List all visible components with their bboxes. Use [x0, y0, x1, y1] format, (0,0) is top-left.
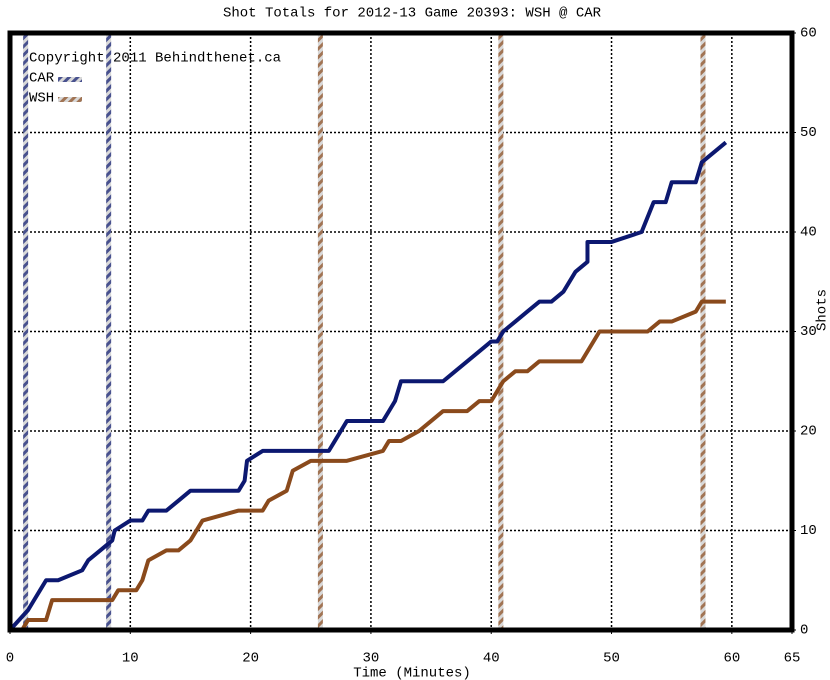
x-tick-label: 60 [723, 651, 740, 667]
goal-marker [498, 33, 504, 630]
goal-marker [700, 33, 706, 630]
y-tick-label: 30 [800, 324, 817, 340]
plot-frame [7, 30, 795, 633]
series-line [8, 140, 728, 632]
chart-title: Shot Totals for 2012-13 Game 20393: WSH … [223, 6, 602, 22]
y-tick-label: 0 [800, 623, 808, 639]
x-axis-label: Time (Minutes) [353, 666, 471, 680]
x-tick-label: 40 [483, 651, 500, 667]
goal-marker [317, 33, 323, 630]
y-tick-label: 50 [800, 125, 817, 141]
legend-swatch [58, 97, 82, 102]
series-line [10, 299, 726, 632]
legend-label: CAR [29, 71, 55, 87]
y-tick-label: 60 [800, 26, 817, 42]
goal-marker [23, 33, 29, 630]
x-tick-label: 0 [6, 651, 14, 667]
copyright: Copyright 2011 Behindthenet.ca [29, 51, 281, 67]
y-tick-label: 20 [800, 424, 817, 440]
x-tick-label: 10 [122, 651, 139, 667]
x-tick-label: 50 [603, 651, 620, 667]
y-tick-label: 10 [800, 523, 817, 539]
y-axis-label: Shots [815, 289, 830, 331]
legend-swatch [58, 77, 82, 82]
x-tick-label: 65 [784, 651, 801, 667]
y-tick-label: 40 [800, 225, 817, 241]
x-tick-label: 30 [363, 651, 380, 667]
goal-marker [106, 33, 112, 630]
legend-label: WSH [29, 91, 54, 107]
x-tick-label: 20 [242, 651, 259, 667]
